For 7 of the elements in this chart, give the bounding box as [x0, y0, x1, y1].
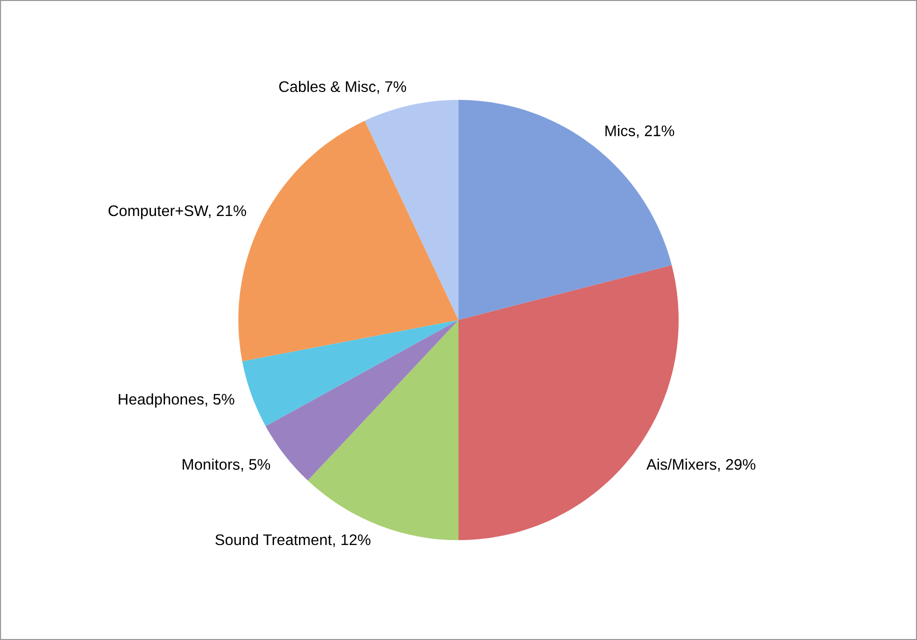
- slice-label: Monitors, 5%: [182, 458, 270, 472]
- slice-label: Ais/Mixers, 29%: [646, 458, 756, 472]
- slice-label: Cables & Misc, 7%: [279, 80, 406, 94]
- slice-label: Sound Treatment, 12%: [215, 534, 370, 547]
- slice-label: Mics, 21%: [605, 125, 674, 138]
- slice-label: Computer+SW, 21%: [108, 205, 246, 220]
- slice-label: Headphones, 5%: [118, 393, 234, 408]
